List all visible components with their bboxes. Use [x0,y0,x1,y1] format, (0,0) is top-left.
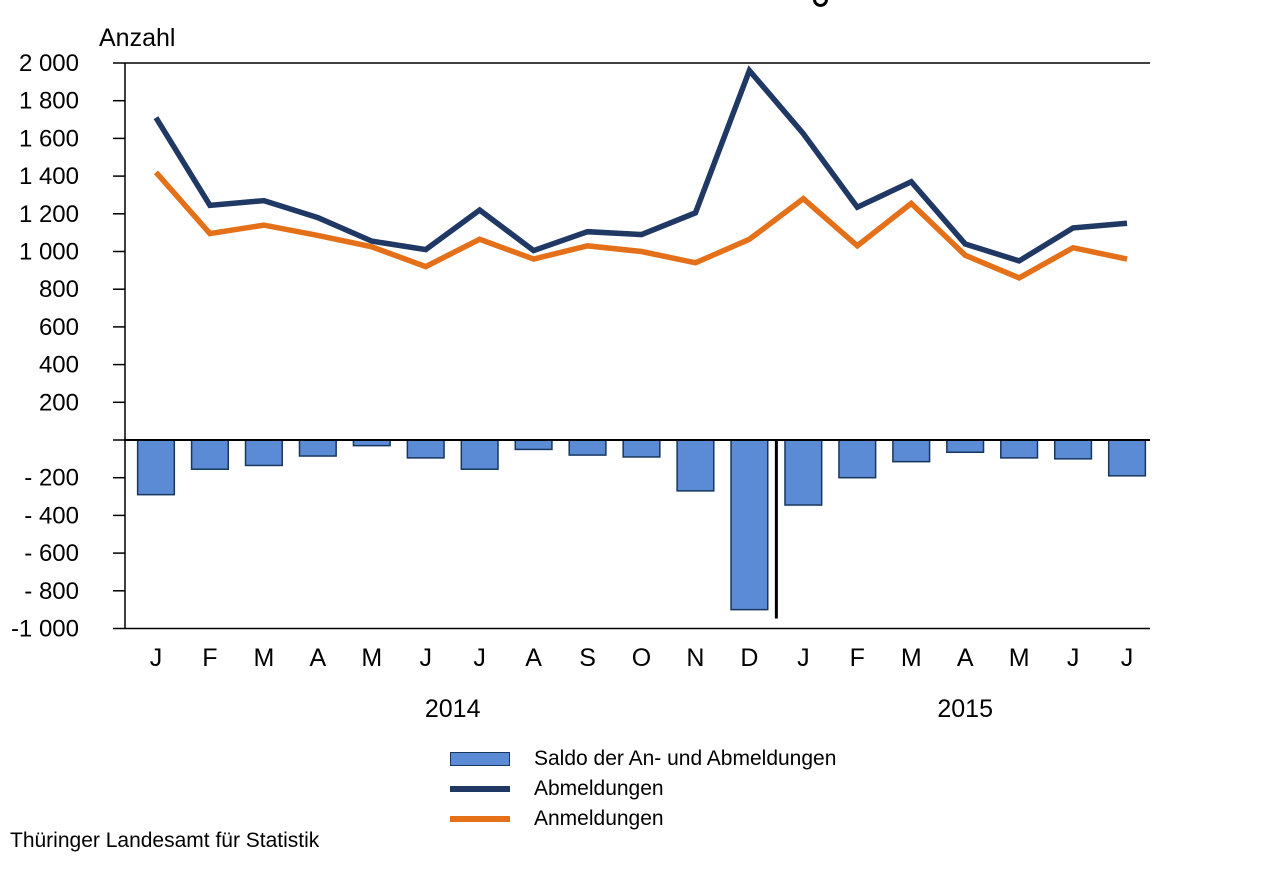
month-label: J [419,644,432,672]
anmeldungen-line [153,170,1128,281]
legend-item-saldo: Saldo der An- und Abmeldungen [450,744,836,774]
y-tick-label: - 200 [24,465,79,492]
y-tick-label: 1 800 [19,88,79,115]
month-label: M [361,644,382,672]
month-label: J [1121,644,1134,672]
legend-label-anmeldungen: Anmeldungen [534,807,664,830]
legend-label-saldo: Saldo der An- und Abmeldungen [534,747,837,770]
y-tick-label: 200 [39,389,79,416]
y-tick-label: 1 600 [19,125,79,152]
y-tick-label: - 800 [24,578,79,605]
y-tick-label: -1 000 [11,616,79,643]
saldo-bar [892,439,931,463]
year-label: 2015 [937,695,993,723]
month-label: O [632,644,651,672]
abmeldungen-line-swatch-icon [450,786,510,792]
saldo-bar [838,439,877,479]
abmeldungen-line [153,65,1128,264]
y-tick-label: 1 400 [19,163,79,190]
legend: Saldo der An- und Abmeldungen Abmeldunge… [450,744,836,834]
month-label: F [850,644,865,672]
month-label: M [253,644,274,672]
saldo-bar [730,439,769,611]
saldo-bar [622,439,661,458]
saldo-bar [190,439,230,470]
y-tick-label: 800 [39,276,79,303]
legend-label-abmeldungen: Abmeldungen [534,777,664,800]
month-label: M [1009,644,1030,672]
y-tick-label: 2 000 [19,50,79,77]
y-tick-label: - 400 [24,502,79,529]
month-label: A [957,644,974,672]
saldo-bar [676,439,715,492]
saldo-bar [1053,439,1093,460]
saldo-bar-swatch-icon [450,752,510,766]
saldo-bar [136,439,176,496]
saldo-bar [784,439,823,506]
month-label: J [473,644,486,672]
month-label: N [686,644,704,672]
month-label: S [579,644,596,672]
month-label: J [1067,644,1080,672]
y-tick-label: 1 200 [19,201,79,228]
month-label: D [740,644,758,672]
saldo-bar [298,439,337,457]
y-tick-label: 600 [39,314,79,341]
saldo-bar [1107,439,1147,477]
legend-item-anmeldungen: Anmeldungen [450,804,836,834]
anmeldungen-line-swatch-icon [450,816,510,822]
saldo-bar [244,439,283,467]
source-caption: Thüringer Landesamt für Statistik [10,829,320,852]
saldo-bar [568,439,607,456]
month-label: J [150,644,163,672]
y-tick-label: 1 000 [19,239,79,266]
month-label: A [309,644,326,672]
saldo-bar [514,439,553,451]
saldo-bar [946,439,985,454]
legend-item-abmeldungen: Abmeldungen [450,774,836,804]
y-tick-label: 400 [39,352,79,379]
saldo-bar [1000,439,1039,459]
saldo-bar [406,439,445,459]
cropped-title-fragment [813,0,828,7]
month-label: J [797,644,810,672]
month-label: M [901,644,922,672]
y-axis-unit-label: Anzahl [99,24,176,52]
month-label: A [525,644,542,672]
y-tick-label: - 600 [24,540,79,567]
saldo-bar [460,439,499,470]
month-label: F [202,644,217,672]
year-label: 2014 [425,695,481,723]
